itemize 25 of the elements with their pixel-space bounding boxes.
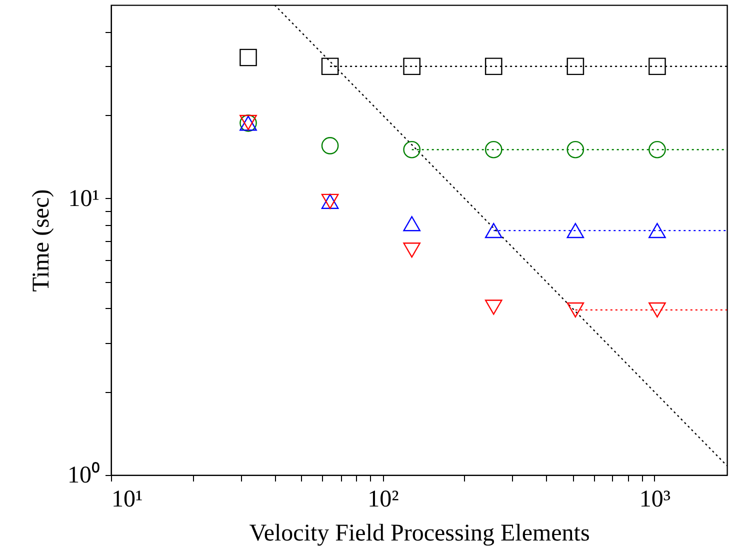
point	[321, 137, 339, 154]
point	[648, 141, 666, 158]
point	[566, 141, 584, 158]
point	[566, 58, 584, 76]
point	[403, 242, 420, 258]
point	[403, 141, 420, 158]
x-axis-title: Velocity Field Processing Elements	[249, 520, 590, 546]
point	[648, 222, 666, 238]
point	[648, 302, 666, 318]
point	[240, 48, 257, 66]
point	[321, 58, 339, 76]
point	[403, 216, 420, 232]
point	[566, 222, 584, 238]
x-tick-label: 10¹	[112, 486, 143, 512]
x-tick-label: 10³	[639, 486, 671, 512]
y-tick-label: 10⁰	[68, 462, 100, 488]
point	[484, 222, 502, 238]
point	[648, 58, 666, 76]
point	[403, 58, 420, 76]
point	[484, 58, 502, 76]
x-tick-label: 10²	[368, 486, 399, 512]
point	[484, 300, 502, 315]
point	[484, 141, 502, 158]
point	[566, 302, 584, 318]
y-axis-title: Time (sec)	[28, 189, 54, 292]
